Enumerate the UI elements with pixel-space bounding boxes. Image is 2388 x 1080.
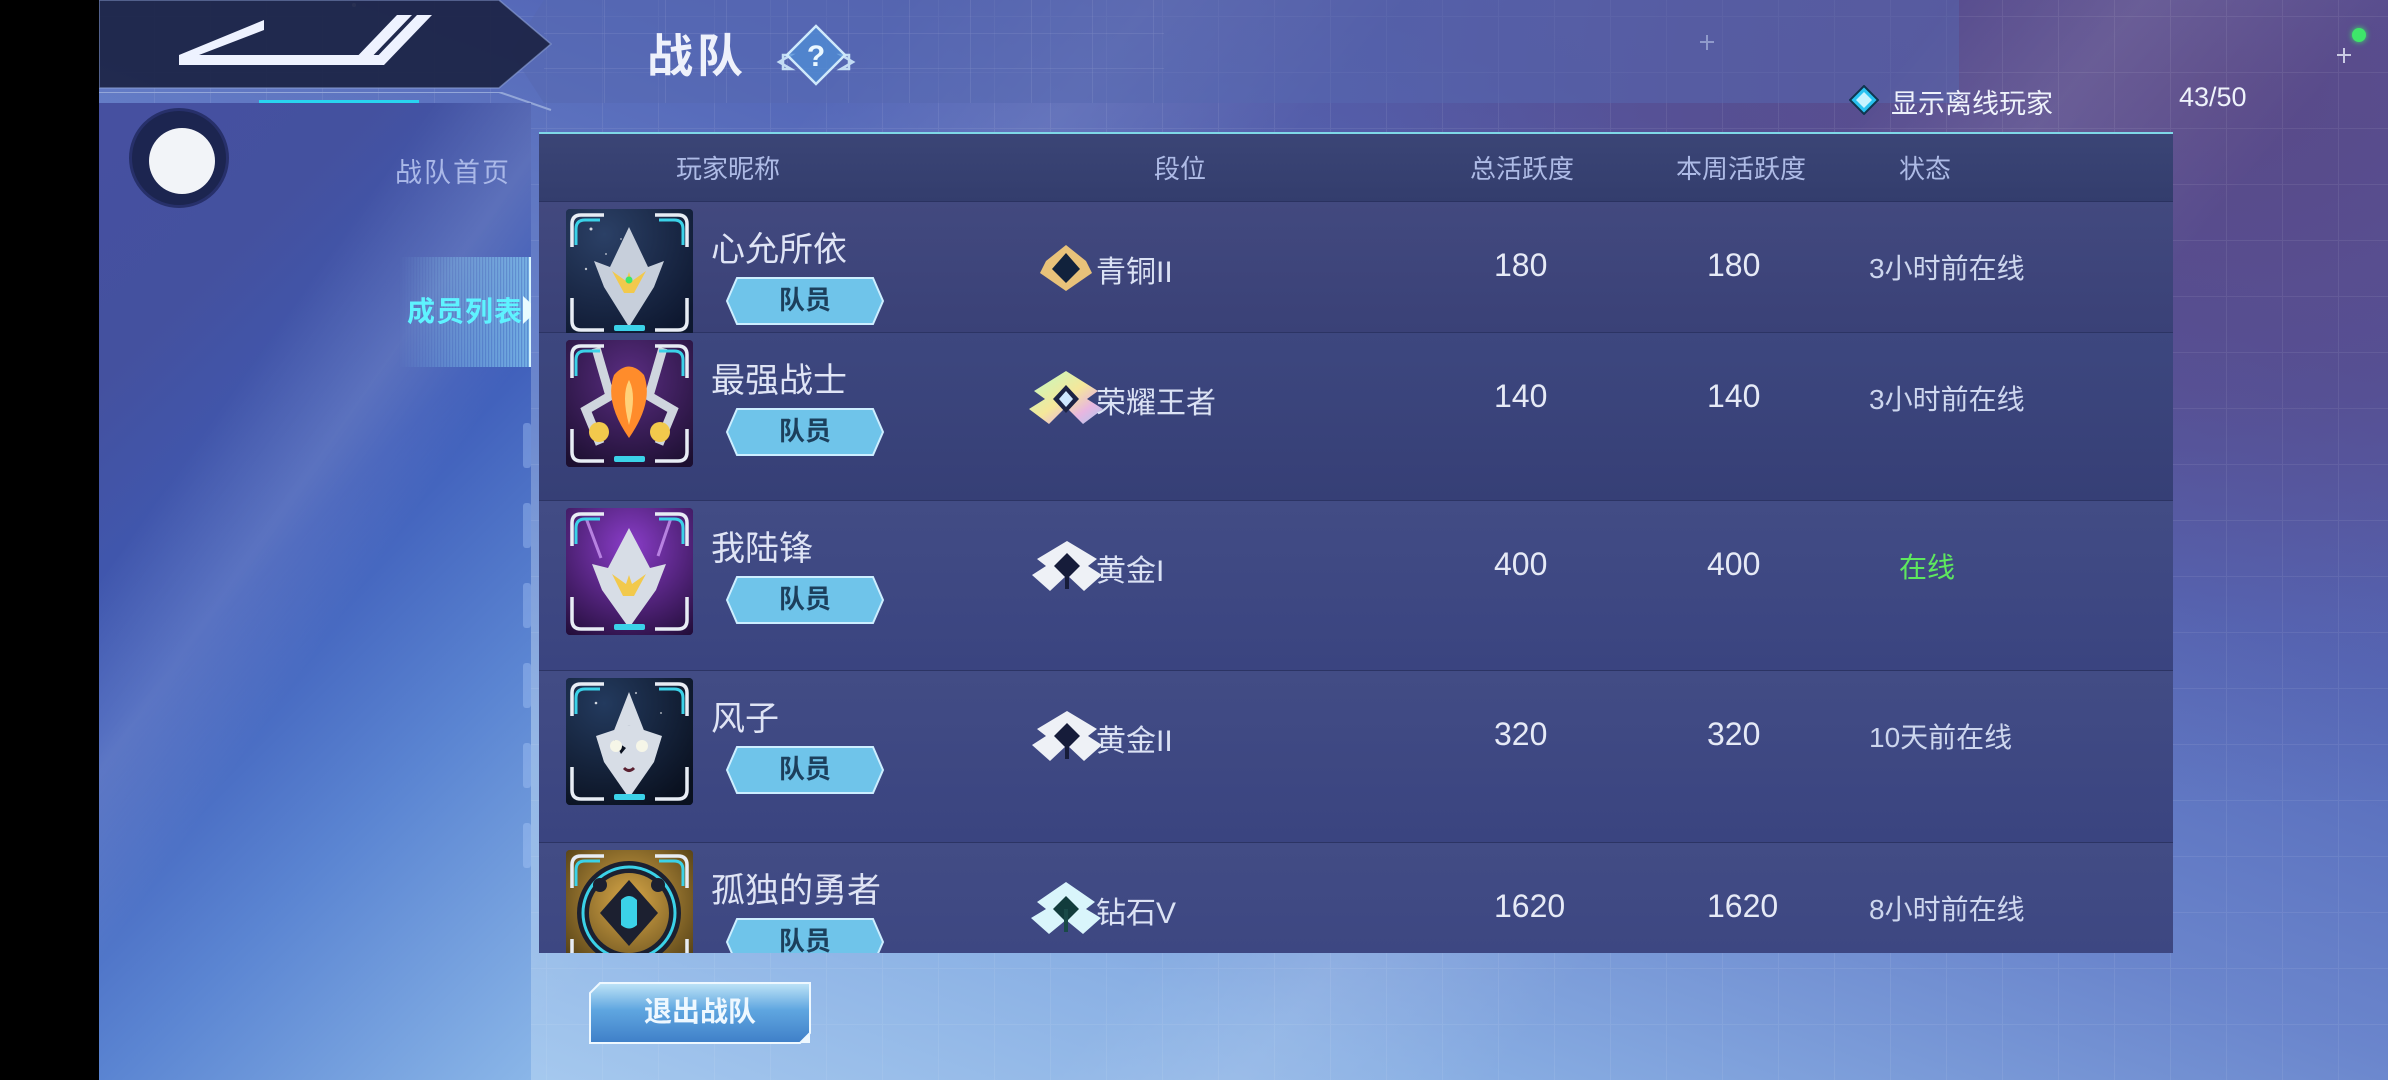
svg-text:退出战队: 退出战队 — [644, 996, 756, 1027]
svg-text:队员: 队员 — [779, 584, 831, 614]
svg-text:队员: 队员 — [779, 285, 831, 315]
svg-text:队员: 队员 — [779, 926, 831, 953]
svg-text:?: ? — [807, 40, 825, 73]
svg-text:队员: 队员 — [779, 416, 831, 446]
svg-text:队员: 队员 — [779, 754, 831, 784]
